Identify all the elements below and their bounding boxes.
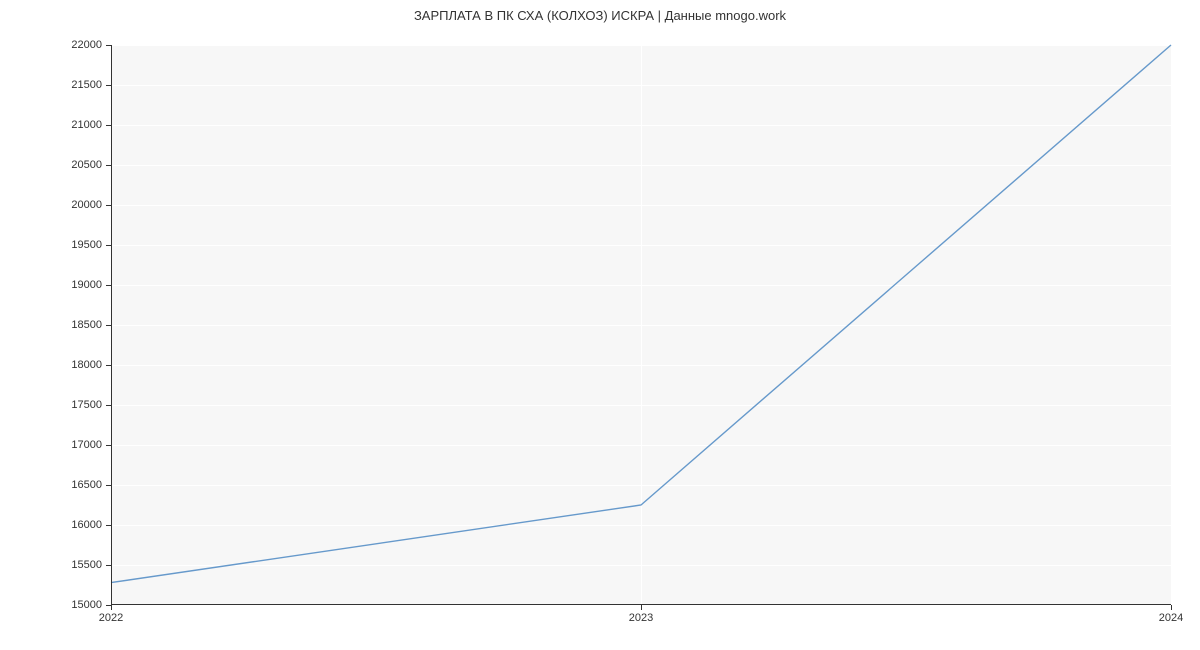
- y-tick-label: 21000: [71, 119, 102, 131]
- y-tick-label: 20500: [71, 159, 102, 171]
- y-tick: [106, 205, 111, 206]
- chart-title: ЗАРПЛАТА В ПК СХА (КОЛХОЗ) ИСКРА | Данны…: [0, 8, 1200, 23]
- y-tick: [106, 245, 111, 246]
- y-tick: [106, 85, 111, 86]
- y-tick: [106, 485, 111, 486]
- y-tick: [106, 405, 111, 406]
- y-tick-label: 20000: [71, 199, 102, 211]
- y-tick-label: 18000: [71, 359, 102, 371]
- x-tick: [641, 605, 642, 610]
- y-tick-label: 21500: [71, 79, 102, 91]
- x-tick-label: 2023: [629, 612, 653, 624]
- line-layer: [111, 45, 1171, 605]
- x-tick: [1171, 605, 1172, 610]
- y-tick-label: 17000: [71, 439, 102, 451]
- y-axis: [111, 45, 112, 605]
- y-tick-label: 15000: [71, 599, 102, 611]
- y-tick: [106, 525, 111, 526]
- y-tick: [106, 365, 111, 366]
- y-tick: [106, 325, 111, 326]
- y-tick: [106, 285, 111, 286]
- y-tick-label: 22000: [71, 39, 102, 51]
- y-tick-label: 19500: [71, 239, 102, 251]
- plot-area: [111, 45, 1171, 605]
- x-tick-label: 2024: [1159, 612, 1183, 624]
- y-tick-label: 16000: [71, 519, 102, 531]
- grid-v: [1171, 45, 1172, 605]
- series-line: [111, 45, 1171, 583]
- y-tick-label: 16500: [71, 479, 102, 491]
- y-tick-label: 15500: [71, 559, 102, 571]
- y-tick: [106, 445, 111, 446]
- y-tick: [106, 565, 111, 566]
- y-tick: [106, 165, 111, 166]
- y-tick: [106, 125, 111, 126]
- x-tick: [111, 605, 112, 610]
- y-tick: [106, 45, 111, 46]
- y-tick-label: 18500: [71, 319, 102, 331]
- x-tick-label: 2022: [99, 612, 123, 624]
- y-tick-label: 19000: [71, 279, 102, 291]
- y-tick-label: 17500: [71, 399, 102, 411]
